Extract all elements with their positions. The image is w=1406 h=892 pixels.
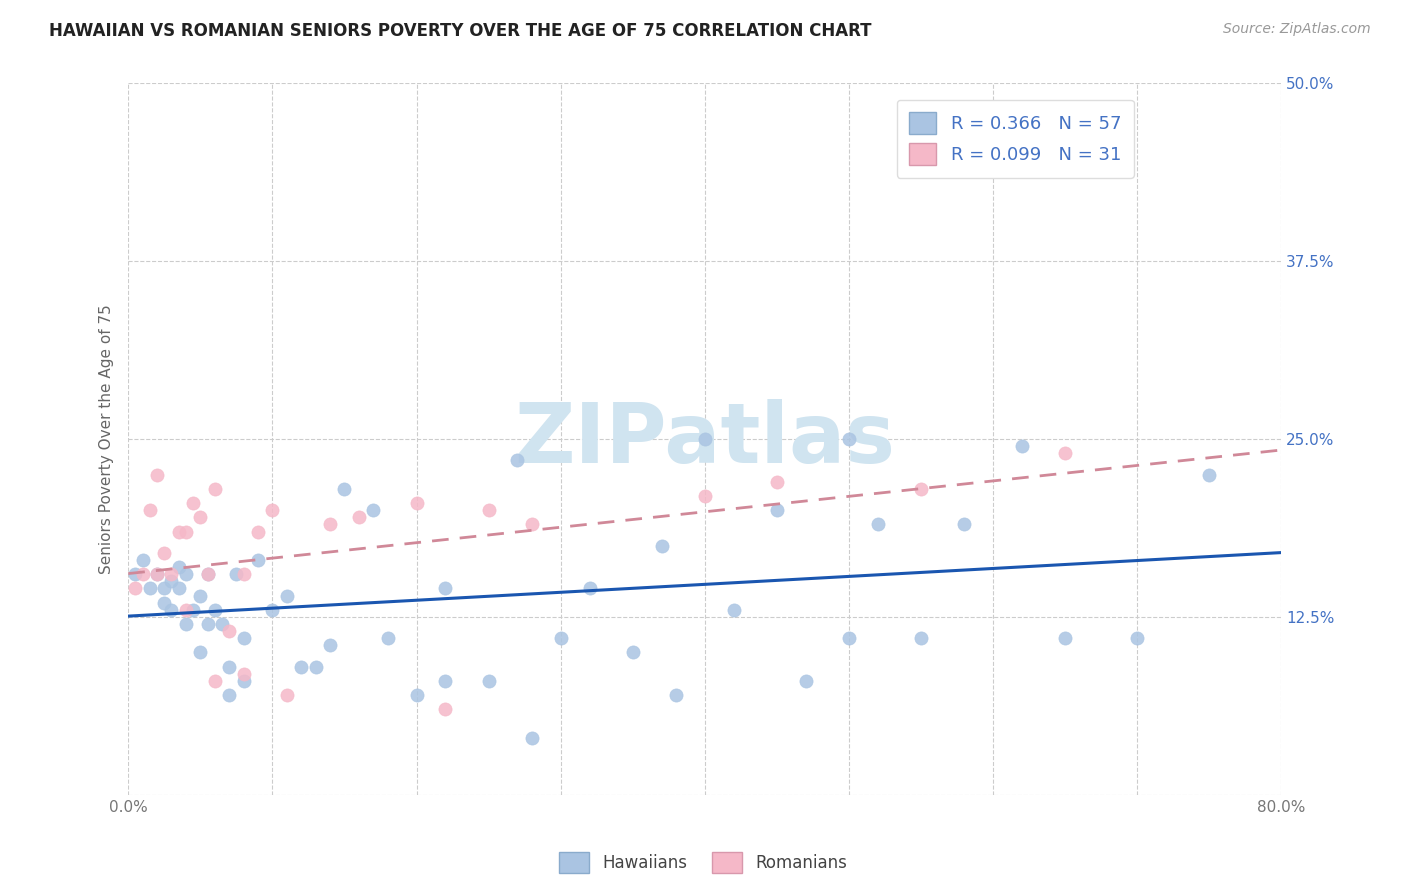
Point — [520, 517, 543, 532]
Point — [218, 624, 240, 639]
Point — [276, 589, 298, 603]
Text: ZIPatlas: ZIPatlas — [515, 399, 896, 480]
Point — [1198, 467, 1220, 482]
Point — [304, 659, 326, 673]
Point — [766, 475, 789, 489]
Point — [693, 432, 716, 446]
Point — [181, 603, 204, 617]
Point — [333, 482, 356, 496]
Point — [167, 524, 190, 539]
Point — [766, 503, 789, 517]
Point — [153, 582, 176, 596]
Point — [232, 567, 254, 582]
Point — [131, 553, 153, 567]
Point — [218, 688, 240, 702]
Text: HAWAIIAN VS ROMANIAN SENIORS POVERTY OVER THE AGE OF 75 CORRELATION CHART: HAWAIIAN VS ROMANIAN SENIORS POVERTY OVE… — [49, 22, 872, 40]
Point — [232, 666, 254, 681]
Point — [167, 582, 190, 596]
Point — [232, 631, 254, 645]
Point — [665, 688, 688, 702]
Point — [139, 582, 162, 596]
Point — [204, 603, 226, 617]
Point — [1011, 439, 1033, 453]
Point — [146, 567, 169, 582]
Point — [197, 567, 219, 582]
Point — [160, 603, 183, 617]
Point — [211, 617, 233, 632]
Point — [319, 517, 342, 532]
Point — [794, 673, 817, 688]
Point — [550, 631, 572, 645]
Point — [160, 567, 183, 582]
Point — [723, 603, 745, 617]
Point — [204, 482, 226, 496]
Point — [225, 567, 247, 582]
Point — [1126, 631, 1149, 645]
Point — [290, 659, 312, 673]
Point — [953, 517, 976, 532]
Point — [153, 596, 176, 610]
Point — [405, 688, 427, 702]
Point — [146, 467, 169, 482]
Point — [434, 702, 457, 716]
Point — [246, 553, 269, 567]
Point — [838, 631, 860, 645]
Point — [167, 560, 190, 574]
Point — [197, 617, 219, 632]
Point — [188, 510, 211, 524]
Point — [160, 574, 183, 589]
Point — [621, 645, 644, 659]
Point — [319, 638, 342, 652]
Point — [188, 645, 211, 659]
Point — [146, 567, 169, 582]
Point — [131, 567, 153, 582]
Point — [578, 582, 600, 596]
Point — [478, 503, 501, 517]
Point — [405, 496, 427, 510]
Point — [434, 582, 457, 596]
Point — [197, 567, 219, 582]
Point — [910, 631, 932, 645]
Point — [1054, 631, 1077, 645]
Point — [218, 659, 240, 673]
Point — [188, 589, 211, 603]
Point — [276, 688, 298, 702]
Y-axis label: Seniors Poverty Over the Age of 75: Seniors Poverty Over the Age of 75 — [100, 304, 114, 574]
Point — [262, 603, 284, 617]
Point — [153, 546, 176, 560]
Legend: Hawaiians, Romanians: Hawaiians, Romanians — [553, 846, 853, 880]
Point — [139, 503, 162, 517]
Point — [434, 673, 457, 688]
Point — [377, 631, 399, 645]
Point — [347, 510, 370, 524]
Point — [910, 482, 932, 496]
Point — [506, 453, 529, 467]
Point — [693, 489, 716, 503]
Point — [651, 539, 673, 553]
Point — [181, 496, 204, 510]
Point — [363, 503, 385, 517]
Point — [124, 582, 146, 596]
Point — [174, 617, 197, 632]
Point — [1054, 446, 1077, 460]
Point — [124, 567, 146, 582]
Point — [174, 524, 197, 539]
Point — [520, 731, 543, 745]
Point — [232, 673, 254, 688]
Point — [174, 567, 197, 582]
Point — [478, 673, 501, 688]
Point — [174, 603, 197, 617]
Point — [838, 432, 860, 446]
Text: Source: ZipAtlas.com: Source: ZipAtlas.com — [1223, 22, 1371, 37]
Legend: R = 0.366   N = 57, R = 0.099   N = 31: R = 0.366 N = 57, R = 0.099 N = 31 — [897, 100, 1135, 178]
Point — [866, 517, 889, 532]
Point — [204, 673, 226, 688]
Point — [246, 524, 269, 539]
Point — [262, 503, 284, 517]
